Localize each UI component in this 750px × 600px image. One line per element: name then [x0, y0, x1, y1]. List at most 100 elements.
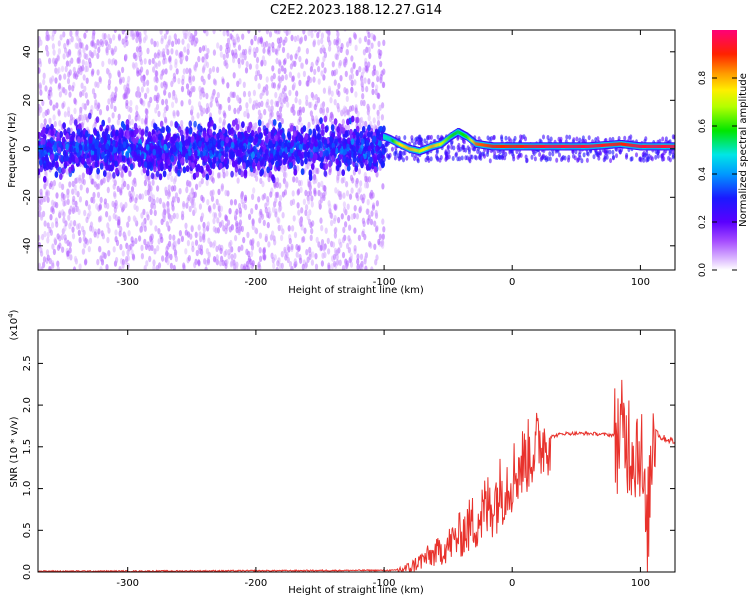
noise-cell [96, 69, 100, 76]
noise-cell [361, 93, 365, 100]
noise-cell [366, 199, 370, 206]
noise-cell [296, 165, 300, 172]
noise-cell [219, 205, 224, 212]
noise-cell [323, 67, 327, 74]
noise-cell [278, 106, 283, 113]
noise-cell [162, 201, 166, 208]
noise-cell [227, 96, 231, 104]
noise-cell [145, 260, 149, 267]
noise-cell [247, 30, 251, 34]
noise-cell [151, 57, 155, 65]
noise-cell [331, 60, 335, 68]
noise-cell [58, 235, 62, 242]
noise-cell [216, 217, 220, 224]
noise-cell [355, 181, 359, 189]
noise-cell [257, 261, 261, 268]
band-cell [240, 170, 244, 178]
noise-cell [93, 49, 97, 56]
band-cell [126, 130, 130, 137]
noise-cell [215, 258, 219, 266]
band-cell [155, 170, 160, 178]
noise-cell [276, 191, 280, 198]
noise-cell [348, 74, 352, 81]
noise-cell [340, 109, 344, 116]
noise-cell [241, 58, 245, 65]
noise-cell [90, 70, 94, 77]
noise-cell [133, 180, 137, 188]
band-cell [112, 172, 116, 179]
noise-cell [144, 117, 148, 124]
noise-cell [246, 231, 250, 239]
noise-cell [169, 253, 173, 261]
noise-cell [348, 193, 353, 200]
noise-cell [52, 248, 57, 256]
noise-cell [103, 198, 107, 205]
noise-cell [172, 234, 176, 241]
noise-cell [333, 214, 337, 222]
noise-cell [115, 256, 119, 264]
noise-cell [382, 68, 386, 75]
noise-cell [274, 48, 278, 55]
noise-cell [288, 71, 292, 78]
noise-cell [87, 245, 91, 253]
noise-cell [229, 261, 233, 268]
noise-cell [89, 173, 93, 181]
noise-cell [236, 96, 240, 104]
noise-cell [252, 187, 256, 194]
noise-cell [69, 205, 73, 212]
noise-cell [88, 57, 92, 64]
noise-cell [346, 124, 351, 131]
noise-cell [291, 198, 296, 205]
noise-cell [99, 266, 103, 270]
noise-cell [280, 234, 284, 242]
noise-cell [139, 97, 143, 105]
noise-cell [372, 103, 376, 110]
noise-cell [344, 221, 348, 228]
noise-cell [297, 72, 301, 79]
noise-cell [154, 85, 158, 92]
band-cell [177, 169, 181, 177]
band-cell [320, 129, 325, 136]
noise-cell [305, 47, 309, 55]
noise-cell [66, 198, 70, 205]
noise-cell [140, 76, 144, 84]
noise-cell [64, 89, 68, 96]
noise-cell [62, 211, 66, 218]
noise-cell [374, 209, 378, 217]
noise-cell [51, 43, 56, 50]
noise-cell [107, 33, 111, 41]
noise-cell [226, 82, 230, 89]
noise-cell [77, 208, 81, 216]
noise-cell [168, 233, 172, 241]
noise-cell [92, 191, 96, 199]
noise-cell [237, 44, 242, 51]
noise-cell [57, 108, 61, 116]
noise-cell [337, 82, 341, 90]
noise-cell [107, 78, 112, 86]
noise-cell [76, 56, 81, 64]
noise-cell [78, 114, 82, 122]
noise-cell [259, 73, 263, 81]
noise-cell [174, 192, 179, 199]
noise-cell [339, 193, 343, 200]
noise-cell [48, 57, 52, 65]
noise-cell [85, 44, 89, 51]
noise-cell [251, 219, 255, 227]
noise-cell [223, 112, 227, 119]
noise-cell [79, 91, 83, 98]
noise-cell [194, 231, 198, 238]
noise-cell [52, 49, 56, 56]
noise-cell [321, 252, 325, 259]
noise-cell [82, 74, 86, 81]
noise-cell [119, 243, 123, 251]
noise-cell [194, 30, 198, 37]
noise-cell [266, 199, 270, 206]
noise-cell [56, 260, 60, 267]
noise-cell [269, 191, 273, 198]
band-cell [99, 124, 103, 132]
noise-cell [76, 34, 80, 42]
noise-cell [74, 42, 78, 49]
band-cell [167, 142, 171, 149]
noise-cell [58, 91, 63, 98]
